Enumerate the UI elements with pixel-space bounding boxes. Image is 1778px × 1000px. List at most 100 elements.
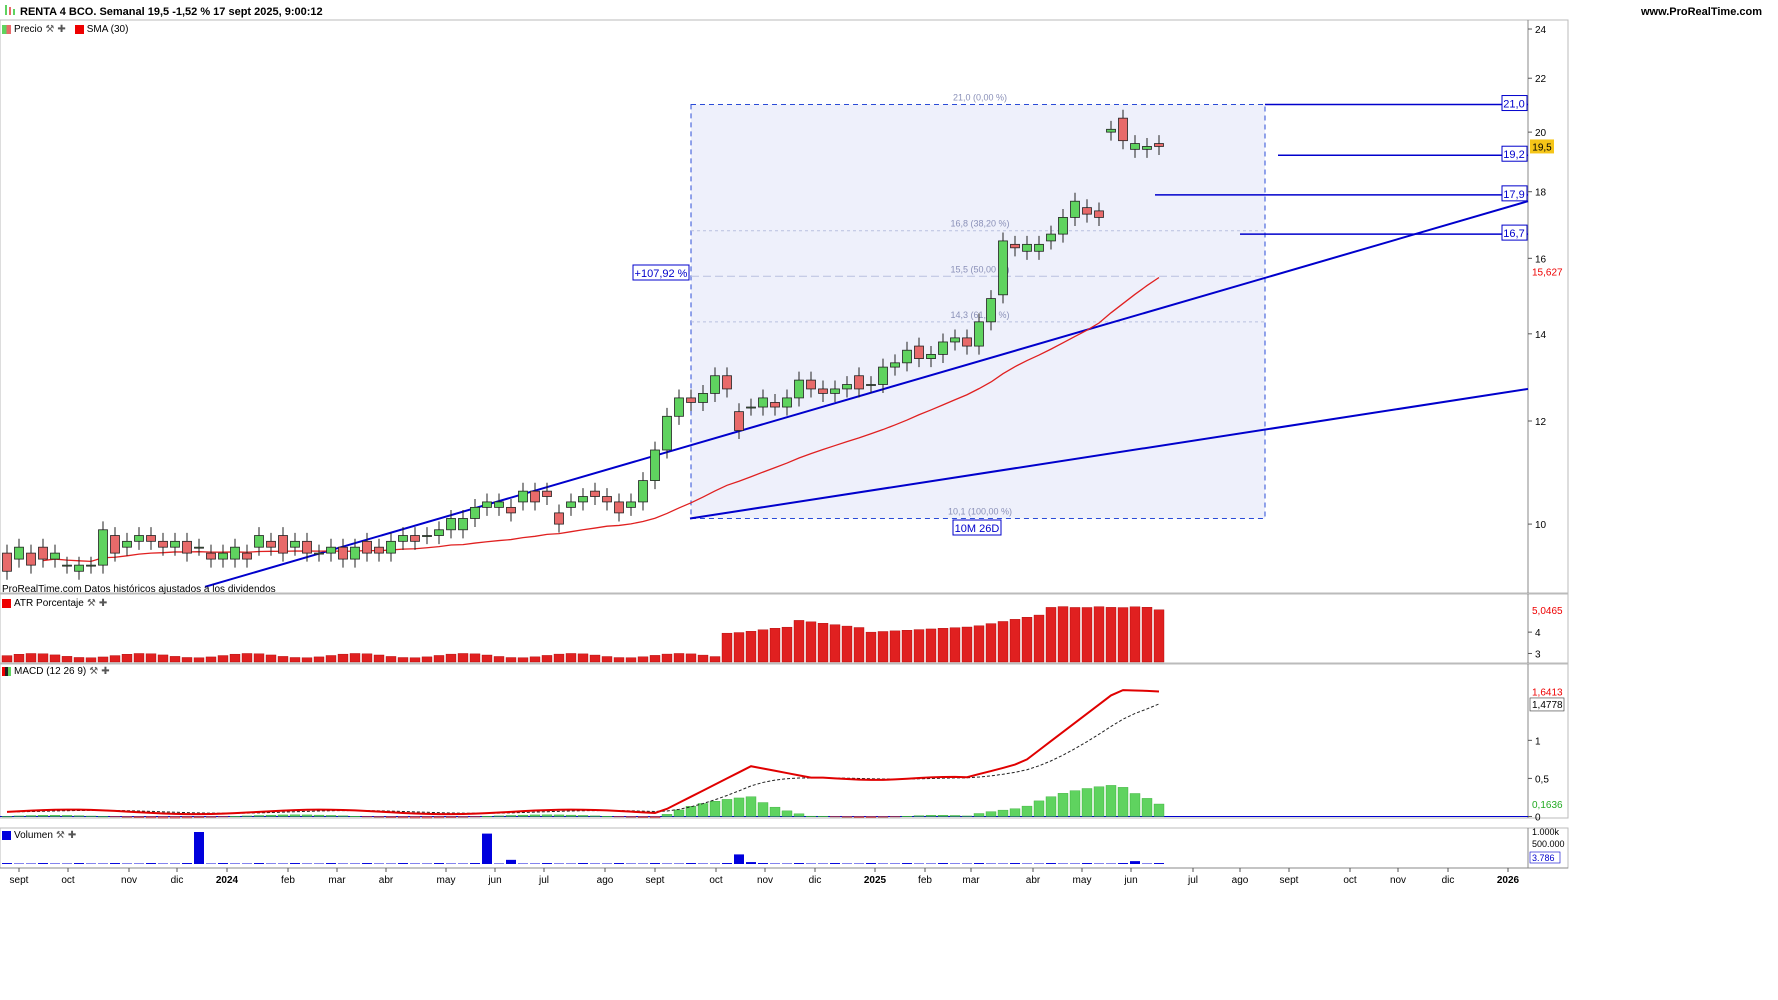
price-candle xyxy=(434,529,444,536)
price-candle xyxy=(542,490,552,497)
add-icon[interactable]: ✚ xyxy=(101,666,110,677)
atr-bar xyxy=(853,627,865,663)
atr-bar xyxy=(889,630,901,663)
x-tick-label: abr xyxy=(379,875,394,886)
volume-bar xyxy=(686,863,696,864)
macd-hist-bar xyxy=(757,802,769,817)
atr-bar xyxy=(709,656,721,663)
fib-level-label: 15,5 (50,00 %) xyxy=(950,264,1009,274)
signal-value-box xyxy=(1529,697,1565,712)
macd-hist-bar xyxy=(745,796,757,817)
price-legend: Precio ⚒ ✚ SMA (30) xyxy=(2,23,128,36)
macd-hist-bar xyxy=(97,816,109,818)
price-tick-label: 14 xyxy=(1535,330,1547,341)
macd-hist-bar xyxy=(505,815,517,817)
macd-hist-bar xyxy=(985,811,997,817)
atr-bar xyxy=(1117,607,1129,663)
price-candle xyxy=(902,349,912,364)
volume-bar xyxy=(506,859,516,864)
atr-bar xyxy=(649,655,661,663)
atr-bar xyxy=(481,654,493,663)
macd-hist-bar xyxy=(1105,785,1117,817)
price-candle xyxy=(698,393,708,403)
price-candle xyxy=(926,353,936,359)
price-candle xyxy=(830,388,840,394)
macd-hist-bar xyxy=(1033,800,1045,817)
price-candle xyxy=(1154,143,1164,147)
atr-legend-label: ATR Porcentaje xyxy=(14,598,84,609)
price-candle xyxy=(206,552,216,560)
x-tick-label: oct xyxy=(1343,875,1357,886)
wrench-icon[interactable]: ⚒ xyxy=(55,830,65,841)
volume-value-label: 3.786 xyxy=(1532,853,1555,863)
atr-bar xyxy=(637,656,649,663)
price-candle xyxy=(314,552,324,555)
atr-tick-label: 3 xyxy=(1535,649,1541,660)
atr-bar xyxy=(289,657,301,663)
price-candle xyxy=(374,546,384,554)
price-candle xyxy=(842,384,852,390)
fib-level-label: 14,3 (61,80 %) xyxy=(950,310,1009,320)
x-tick-label: sept xyxy=(1280,875,1299,886)
atr-bar xyxy=(217,655,229,663)
level-label: 16,7 xyxy=(1503,228,1524,240)
macd-hist-bar xyxy=(1009,808,1021,817)
macd-hist-bar xyxy=(1021,805,1033,817)
atr-bar xyxy=(1057,606,1069,663)
macd-hist-bar xyxy=(157,816,169,819)
level-label-box xyxy=(1501,185,1528,202)
add-icon[interactable]: ✚ xyxy=(67,830,77,841)
atr-bar xyxy=(625,657,637,663)
x-tick-label: 2024 xyxy=(216,875,239,886)
price-candle xyxy=(458,518,468,531)
macd-hist-bar xyxy=(73,815,85,817)
add-icon[interactable]: ✚ xyxy=(98,598,108,609)
price-candle xyxy=(914,345,924,359)
atr-bar xyxy=(1105,607,1117,663)
volume-bar xyxy=(722,863,732,864)
volume-bar xyxy=(1154,863,1164,864)
atr-bar xyxy=(793,620,805,663)
price-candle xyxy=(362,540,372,554)
macd-swatch-icon xyxy=(2,667,11,676)
atr-bar xyxy=(1045,607,1057,663)
macd-hist-bar xyxy=(313,814,325,817)
macd-legend-label: MACD (12 26 9) xyxy=(14,666,87,677)
atr-bar xyxy=(25,653,37,663)
volume-bar xyxy=(146,863,156,864)
macd-hist-bar xyxy=(1069,790,1081,817)
level-label-box xyxy=(1501,95,1528,112)
price-candle xyxy=(986,298,996,323)
price-candle xyxy=(398,535,408,542)
macd-hist-bar xyxy=(397,816,409,819)
wrench-icon[interactable]: ⚒ xyxy=(45,24,55,35)
atr-bar xyxy=(1093,606,1105,663)
macd-hist-bar xyxy=(289,814,301,817)
price-candle xyxy=(1082,207,1092,215)
x-tick-label: dic xyxy=(1442,875,1455,886)
atr-bar xyxy=(493,656,505,663)
macd-hist-bar xyxy=(145,816,157,819)
macd-hist-bar xyxy=(817,815,829,817)
macd-hist-bar xyxy=(973,813,985,817)
macd-hist-bar xyxy=(1141,798,1153,817)
macd-hist-bar xyxy=(1,816,13,818)
wrench-icon[interactable]: ⚒ xyxy=(86,598,96,609)
chart-app-icon[interactable] xyxy=(4,4,16,16)
atr-bar xyxy=(601,656,613,663)
macd-hist-bar xyxy=(565,814,577,817)
sma-value-label: 15,627 xyxy=(1532,268,1563,279)
atr-bar xyxy=(313,656,325,663)
price-candle xyxy=(338,546,348,560)
macd-hist-bar xyxy=(229,816,241,818)
price-candle xyxy=(746,406,756,409)
macd-hist-bar xyxy=(649,816,661,819)
wrench-icon[interactable]: ⚒ xyxy=(89,666,99,677)
add-icon[interactable]: ✚ xyxy=(57,24,66,35)
atr-bar xyxy=(301,657,313,663)
atr-bar xyxy=(229,653,241,663)
volume-bar xyxy=(542,863,552,864)
atr-bar xyxy=(193,657,205,663)
price-candle xyxy=(530,490,540,503)
